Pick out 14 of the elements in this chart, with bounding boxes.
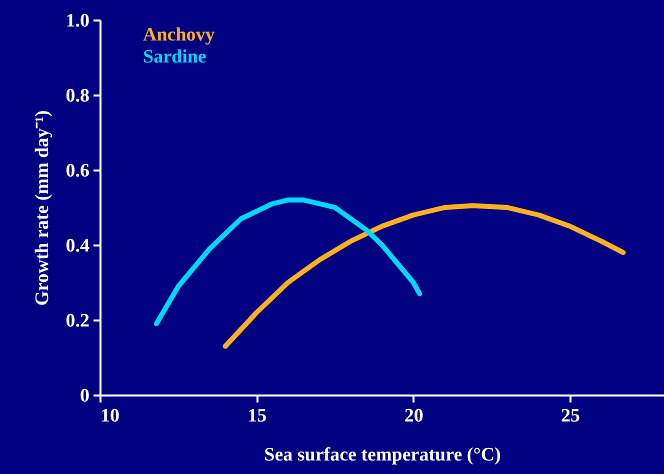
y-axis-title: Growth rate (mm day⁻¹) bbox=[32, 110, 53, 306]
y-tick-label: 0 bbox=[80, 386, 90, 406]
x-tick-label: 25 bbox=[561, 406, 580, 426]
y-tick-label: 0.6 bbox=[66, 160, 90, 182]
x-tick-label: 10 bbox=[100, 406, 120, 426]
text: Sardine bbox=[143, 46, 206, 68]
y-tick-label: 1.0 bbox=[66, 10, 90, 32]
x-tick-label: 20 bbox=[404, 406, 424, 426]
text: Anchovy bbox=[143, 24, 216, 46]
y-tick-label: 0.2 bbox=[66, 310, 90, 332]
x-tick-label: 15 bbox=[248, 406, 267, 426]
x-axis-title: Sea surface temperature (°C) bbox=[264, 444, 501, 466]
y-tick-label: 0.8 bbox=[66, 86, 90, 106]
y-tick-label: 0.4 bbox=[66, 236, 90, 256]
